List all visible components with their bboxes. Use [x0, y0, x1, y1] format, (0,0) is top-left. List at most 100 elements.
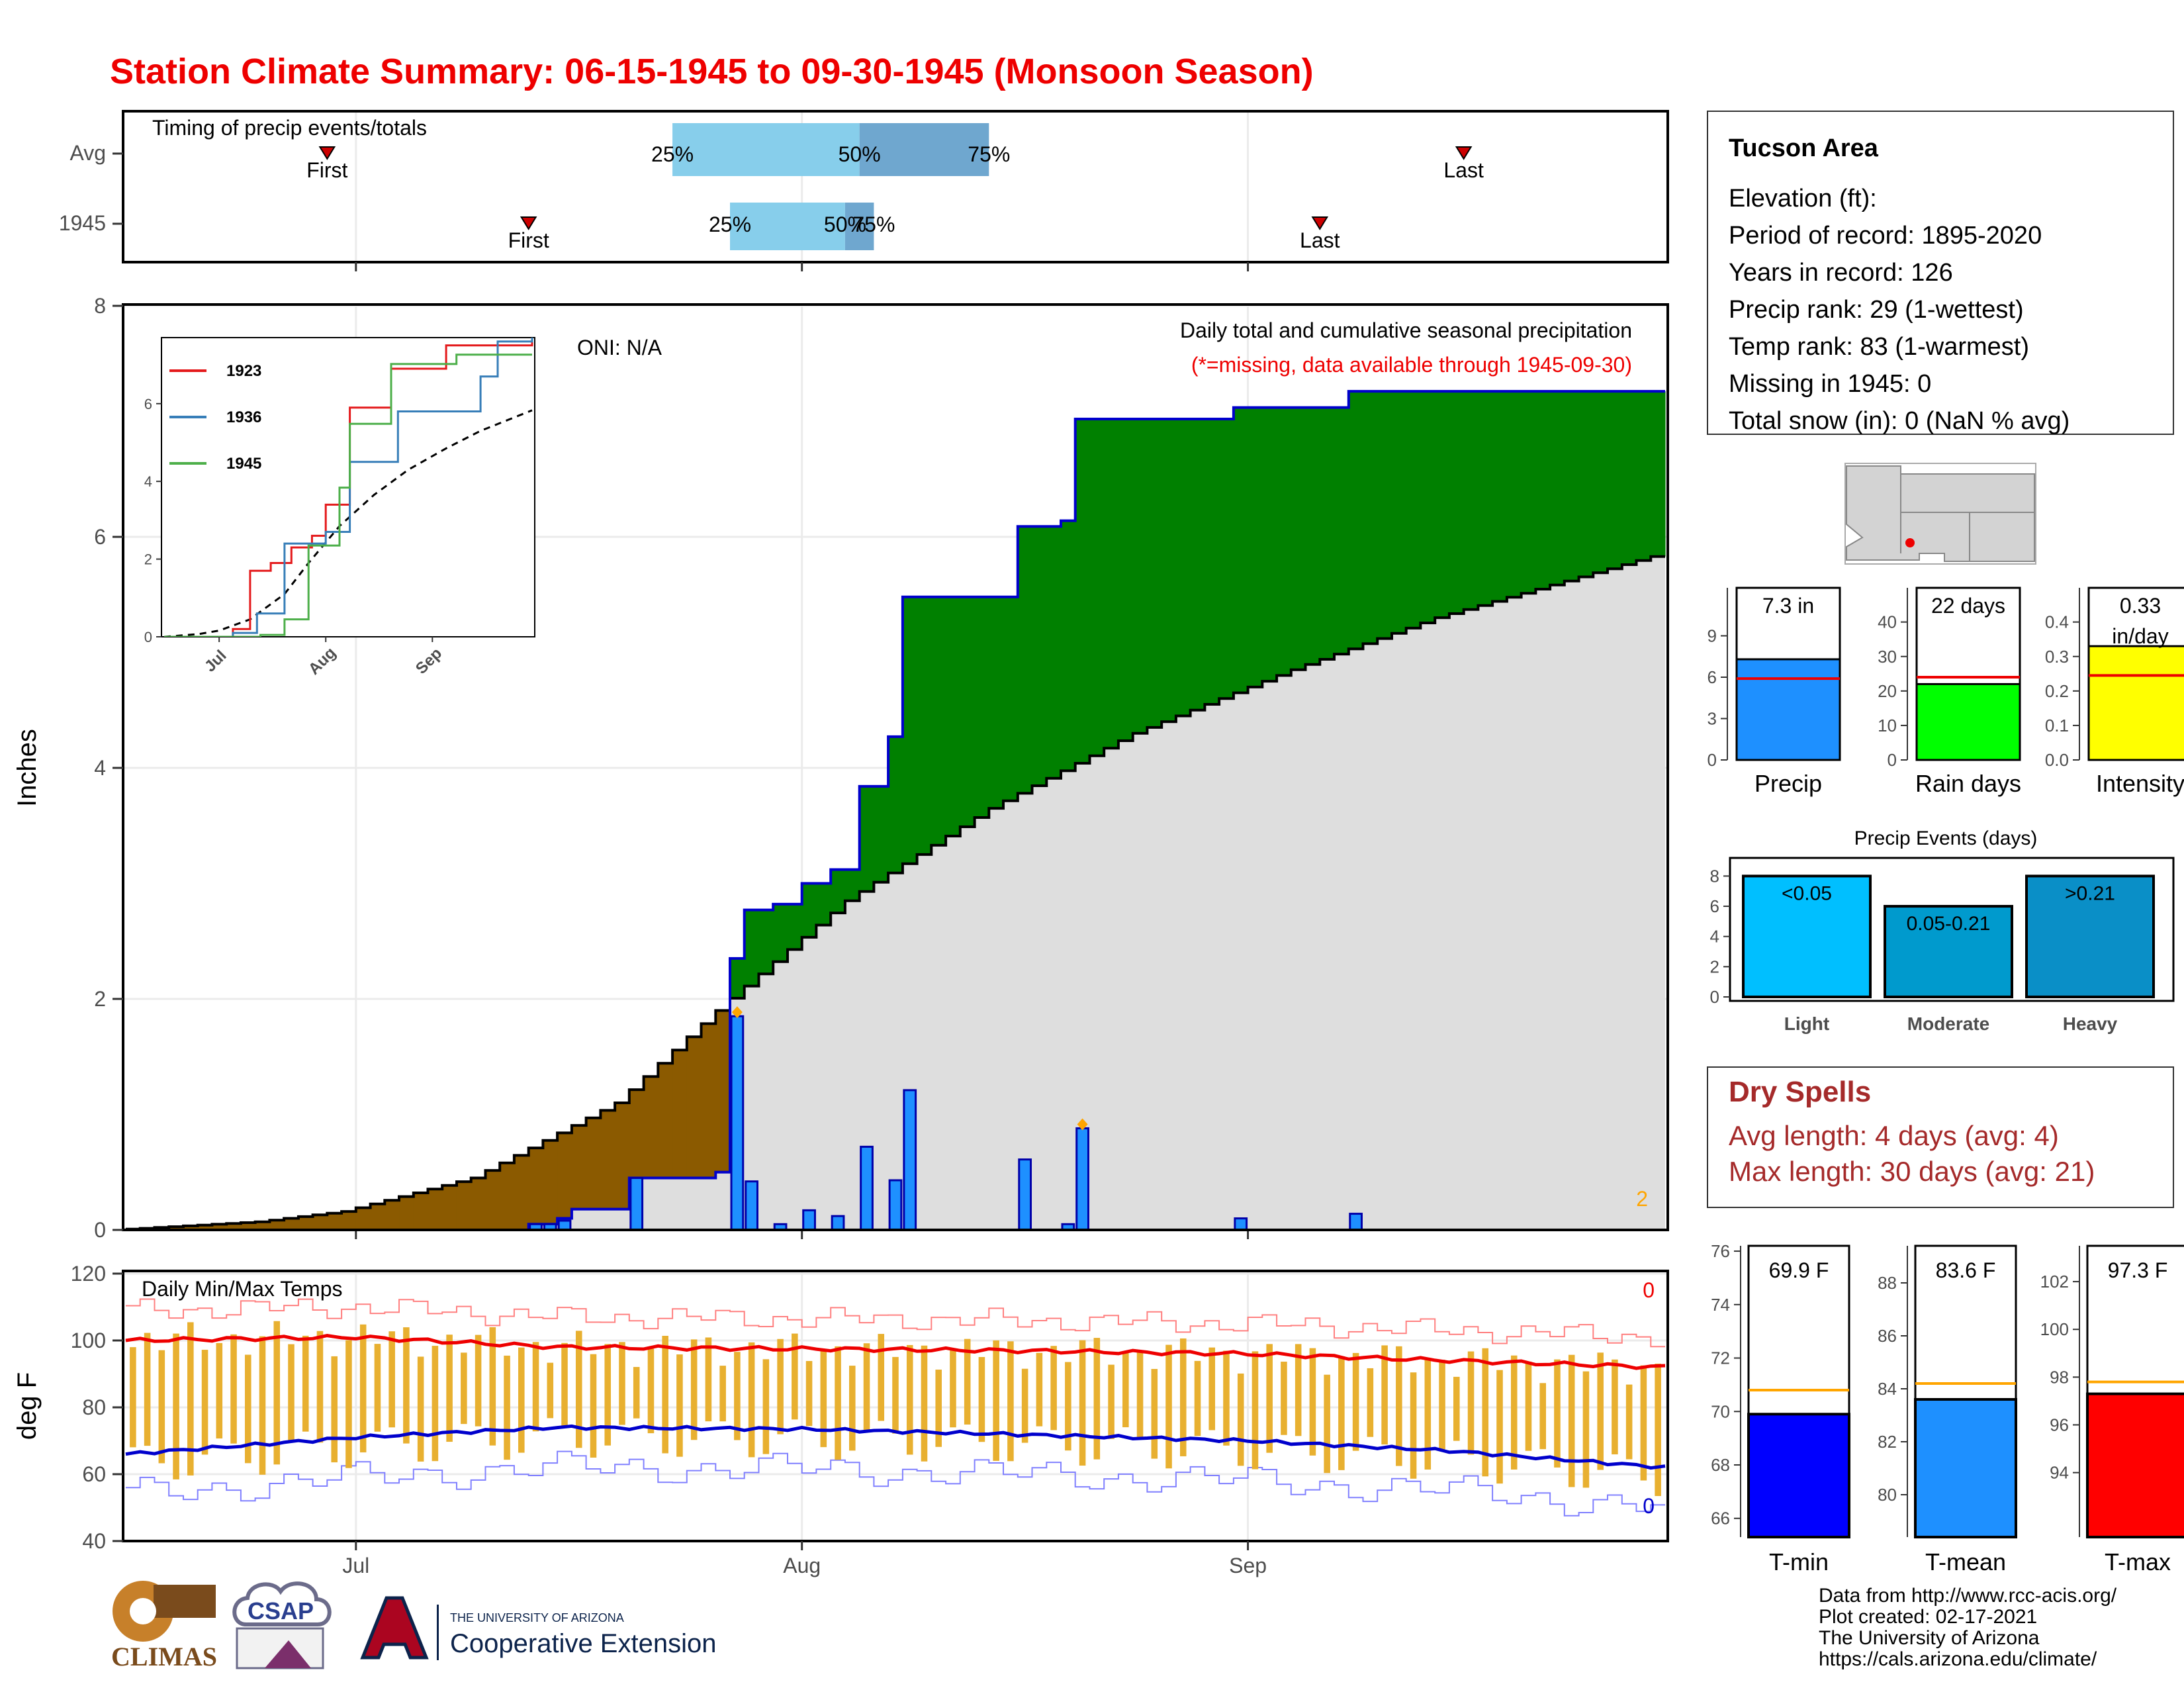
surplus-segment	[1651, 391, 1666, 557]
timing-bar-50-75-avg	[859, 123, 989, 176]
daily-temp-bar	[1065, 1362, 1071, 1451]
climas-logo: CLIMAS	[111, 1581, 217, 1671]
daily-temp-bar	[259, 1336, 266, 1475]
daily-temp-bar	[144, 1333, 151, 1446]
deficit-segment	[600, 1110, 615, 1209]
daily-temp-bar	[1281, 1362, 1287, 1435]
deficit-segment	[298, 1216, 314, 1230]
surplus-segment	[1132, 419, 1148, 733]
daily-temp-bar	[820, 1350, 827, 1448]
deficit-segment	[672, 1050, 688, 1178]
climas-wordmark: CLIMAS	[111, 1642, 217, 1671]
tmean-value-label: 83.6 F	[1936, 1258, 1996, 1282]
daily-temp-bar	[1295, 1344, 1302, 1436]
timing-label-first-avg: First	[306, 158, 347, 182]
daily-temp-bar	[1237, 1373, 1244, 1466]
tmax-tick-label: 96	[2050, 1415, 2069, 1434]
deficit-segment	[284, 1218, 299, 1230]
precip-tick-label: 9	[1707, 626, 1717, 646]
timing-pct-label-avg: 75%	[968, 142, 1010, 166]
daily-temp-bar	[1625, 1384, 1633, 1460]
daily-temp-bar	[216, 1342, 223, 1439]
daily-temp-bar	[1151, 1369, 1158, 1459]
daily-precip-bar	[802, 1209, 816, 1230]
daily-temp-bar	[1568, 1354, 1575, 1487]
info-missing: Missing in 1945: 0	[1729, 370, 1931, 398]
deficit-segment	[586, 1117, 601, 1209]
dry-spells-box: Dry Spells Avg length: 4 days (avg: 4) M…	[1707, 1066, 2174, 1208]
temp-y-axis-label: deg F	[13, 1372, 42, 1440]
temp-missing-min: 0	[1643, 1494, 1655, 1518]
events-tick-label: 4	[1710, 927, 1719, 947]
daily-temp-bar	[978, 1356, 985, 1442]
deficit-segment	[643, 1076, 659, 1178]
daily-temp-bar	[1381, 1345, 1388, 1445]
tmean-tick-label: 82	[1878, 1432, 1897, 1452]
surplus-segment	[1521, 391, 1536, 594]
deficit-segment	[385, 1200, 400, 1230]
tmax-tick-label: 98	[2050, 1367, 2069, 1387]
daily-temp-bar	[1179, 1338, 1187, 1456]
daily-temp-bar	[1396, 1346, 1402, 1466]
daily-temp-bar	[1136, 1350, 1144, 1438]
daily-temp-bar	[863, 1343, 870, 1430]
daily-temp-bar	[1338, 1357, 1345, 1470]
surplus-segment	[1535, 391, 1551, 589]
surplus-segment	[1377, 391, 1392, 639]
daily-temp-bar	[158, 1350, 165, 1464]
daily-temp-bar	[662, 1335, 668, 1454]
deficit-segment	[442, 1185, 457, 1230]
daily-temp-bar	[432, 1346, 439, 1462]
deficit-segment	[615, 1103, 630, 1209]
credit-plot-created: Plot created: 02-17-2021	[1819, 1606, 2037, 1628]
deficit-segment	[629, 1090, 645, 1178]
missing-marker	[731, 1006, 743, 1019]
deficit-segment	[528, 1148, 544, 1225]
surplus-segment	[1075, 419, 1091, 764]
credit-data-source: Data from http://www.rcc-acis.org/	[1819, 1585, 2117, 1607]
daily-temp-bar	[690, 1339, 698, 1440]
daily-temp-bar	[1582, 1371, 1590, 1488]
daily-temp-bar	[187, 1322, 194, 1476]
deficit-segment	[701, 1023, 716, 1178]
surplus-segment	[974, 596, 989, 818]
surplus-segment	[1046, 526, 1062, 778]
deficit-segment	[240, 1223, 256, 1230]
tmean-tick-label: 86	[1878, 1326, 1897, 1346]
surplus-segment	[917, 596, 932, 855]
tmax-category-label: T-max	[2105, 1548, 2171, 1575]
ua-a-emblem	[360, 1596, 429, 1660]
dry-spells-avg: Avg length: 4 days (avg: 4)	[1729, 1120, 2059, 1151]
intensity-bar	[2087, 645, 2184, 761]
rain_days-value-label: 22 days	[1931, 594, 2005, 618]
daily-temp-bar	[201, 1350, 208, 1455]
precip-y-axis-label: Inches	[13, 729, 42, 807]
deficit-segment	[485, 1170, 500, 1230]
temp-missing-max: 0	[1643, 1278, 1655, 1302]
surplus-segment	[1089, 419, 1105, 756]
timing-bar-50-75-y1945	[844, 203, 874, 250]
events-category-heavy: Heavy	[2063, 1013, 2118, 1034]
ua-name: THE UNIVERSITY OF ARIZONA	[450, 1611, 624, 1624]
precip-tick-label: 6	[1707, 667, 1717, 687]
daily-temp-bar	[446, 1335, 453, 1442]
info-period: Period of record: 1895-2020	[1729, 222, 2042, 250]
precip-panel-heading: Daily total and cumulative seasonal prec…	[1180, 318, 1632, 342]
daily-temp-bar	[417, 1356, 424, 1462]
events-bar-label-moderate: 0.05-0.21	[1907, 913, 1991, 935]
surplus-segment	[931, 596, 946, 845]
surplus-segment	[1363, 391, 1378, 644]
daily-temp-bar	[1410, 1372, 1417, 1479]
info-precip-rank: Precip rank: 29 (1-wettest)	[1729, 296, 2024, 324]
surplus-segment	[1248, 407, 1263, 687]
precip-y-tick-label: 2	[94, 987, 106, 1011]
tmean-tick-label: 80	[1878, 1485, 1897, 1505]
deficit-segment	[183, 1225, 199, 1230]
timing-heading: Timing of precip events/totals	[152, 116, 427, 140]
daily-temp-bar	[590, 1354, 597, 1458]
timing-bar-25-50-avg	[672, 123, 860, 176]
precip-category-label: Precip	[1754, 770, 1822, 797]
inset-y-tick-label: 2	[144, 551, 152, 568]
surplus-segment	[1161, 419, 1177, 722]
